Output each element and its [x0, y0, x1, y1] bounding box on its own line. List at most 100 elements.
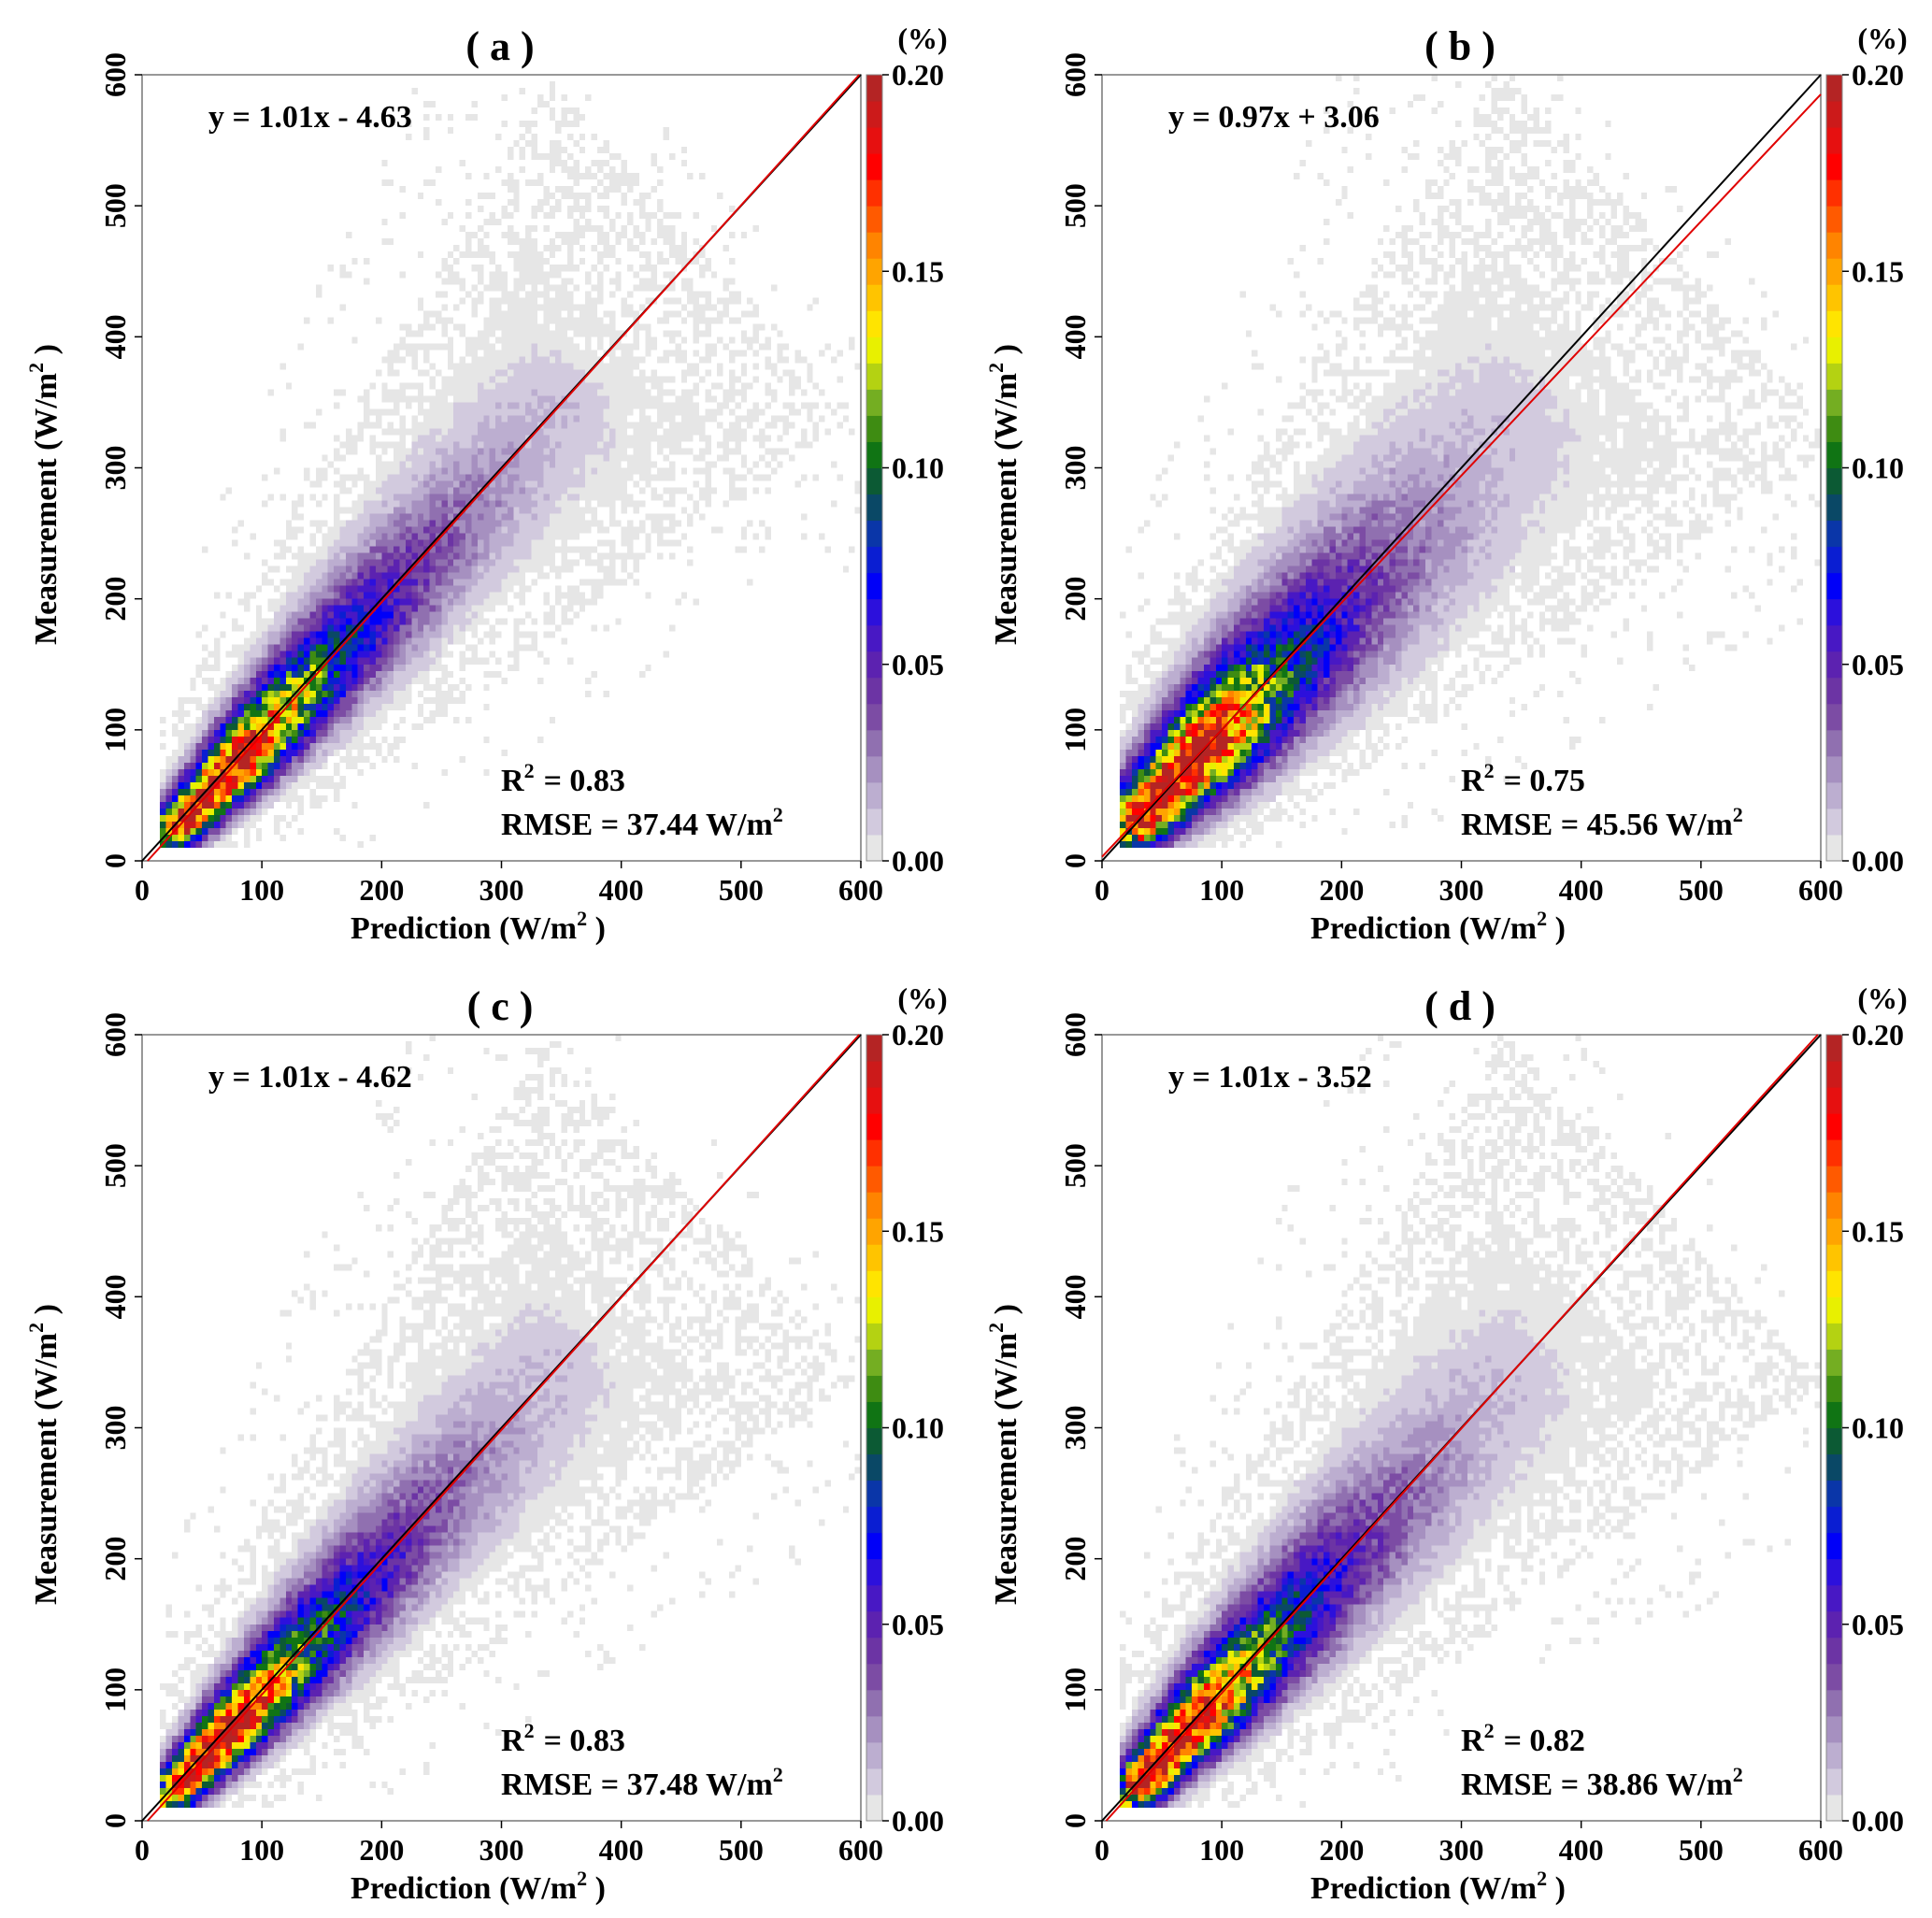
x-tick-label: 200: [359, 873, 404, 907]
colorbar-segment: [1826, 834, 1842, 862]
x-tick-label: 400: [1559, 873, 1604, 907]
x-tick-label: 0: [1095, 1833, 1109, 1867]
colorbar-segment: [866, 1296, 882, 1324]
rmse-text: RMSE = 37.44 W/m: [501, 808, 773, 842]
y-axis-label-text: Measurement (W/m: [29, 373, 64, 645]
colorbar-segment: [1826, 1637, 1842, 1665]
colorbar-segment: [1826, 572, 1842, 600]
colorbar-segment: [1826, 1741, 1842, 1769]
colorbar-tick-label: 0.00: [892, 844, 944, 878]
x-tick-label: 100: [239, 1833, 284, 1867]
colorbar-segment: [1826, 1506, 1842, 1534]
colorbar-segment: [866, 336, 882, 364]
colorbar-segment: [866, 520, 882, 548]
colorbar-segment: [866, 1166, 882, 1193]
y-tick-label: 200: [98, 1537, 132, 1582]
colorbar-segment: [866, 755, 882, 783]
x-tick-label: 600: [1798, 1833, 1843, 1867]
y-axis-label-text: Measurement (W/m: [29, 1333, 64, 1605]
x-tick-label: 200: [1319, 1833, 1364, 1867]
y-axis-label: Measurement (W/m2 ): [24, 1304, 64, 1605]
y-tick-label: 300: [98, 1406, 132, 1451]
colorbar-segment: [866, 153, 882, 180]
colorbar-segment: [1826, 206, 1842, 233]
y-tick-label: 0: [98, 1813, 132, 1828]
colorbar-segment: [1826, 494, 1842, 522]
r-squared-value: = 0.83: [544, 1724, 625, 1758]
colorbar-tick-label: 0.00: [1852, 844, 1904, 878]
colorbar-segment: [866, 1427, 882, 1455]
colorbar-segment: [866, 284, 882, 311]
x-axis-label-close: ): [587, 911, 606, 946]
y-tick-label: 0: [1058, 1813, 1092, 1828]
colorbar-segment: [866, 546, 882, 574]
colorbar-segment: [1826, 1035, 1842, 1062]
x-axis-label-close: ): [1547, 1871, 1566, 1906]
colorbar-segment: [866, 651, 882, 679]
colorbar-segment: [1826, 520, 1842, 548]
colorbar-segment: [866, 1139, 882, 1167]
x-tick-label: 0: [135, 873, 150, 907]
x-tick-label: 300: [1439, 873, 1484, 907]
y-axis-label-sup: 2: [24, 363, 48, 373]
colorbar-segment: [866, 572, 882, 600]
colorbar-segment: [1826, 336, 1842, 364]
colorbar-unit: (%): [1857, 21, 1907, 55]
colorbar-segment: [866, 729, 882, 757]
colorbar-segment: [1826, 703, 1842, 731]
colorbar-segment: [866, 1453, 882, 1481]
x-axis-label-sup: 2: [1537, 907, 1547, 930]
rmse: RMSE = 37.44 W/m2: [501, 803, 783, 842]
rmse: RMSE = 45.56 W/m2: [1461, 803, 1743, 842]
colorbar-unit: (%): [897, 21, 947, 55]
colorbar-segment: [1826, 1558, 1842, 1586]
colorbar-segment: [866, 598, 882, 626]
colorbar-tick-label: 0.00: [892, 1804, 944, 1838]
colorbar-segment: [866, 389, 882, 416]
colorbar-segment: [866, 1270, 882, 1297]
x-tick-label: 400: [1559, 1833, 1604, 1867]
colorbar-segment: [866, 1480, 882, 1508]
rmse-sup: 2: [773, 803, 783, 826]
y-axis-label: Measurement (W/m2 ): [984, 1304, 1023, 1605]
y-tick-label: 300: [1058, 1406, 1092, 1451]
colorbar-segment: [866, 703, 882, 731]
colorbar-tick-label: 0.05: [1852, 648, 1904, 681]
x-axis-label-close: ): [587, 1871, 606, 1906]
x-tick-label: 0: [135, 1833, 150, 1867]
r-squared-sup: 2: [524, 1719, 535, 1742]
y-tick-label: 300: [98, 446, 132, 491]
colorbar-segment: [1826, 755, 1842, 783]
x-axis-label-text: Prediction (W/m: [1310, 911, 1537, 946]
rmse-sup: 2: [1733, 803, 1743, 826]
x-axis-label: Prediction (W/m2 ): [1310, 907, 1566, 946]
y-tick-label: 200: [1058, 577, 1092, 622]
colorbar-segment: [866, 1035, 882, 1062]
colorbar-segment: [866, 310, 882, 337]
colorbar-segment: [1826, 1166, 1842, 1193]
colorbar-segment: [1826, 1349, 1842, 1376]
panel-b: 0 100 200 300 400 500 600 0 100 200 300 400 500 600 ( …: [984, 21, 1908, 946]
rmse-text: RMSE = 37.48 W/m: [501, 1768, 773, 1802]
y-tick-label: 600: [1058, 1012, 1092, 1057]
colorbar-segment: [866, 232, 882, 259]
r-squared-value: = 0.82: [1504, 1724, 1585, 1758]
colorbar-tick-label: 0.10: [1852, 451, 1904, 485]
colorbar-segment: [866, 1244, 882, 1271]
colorbar-segment: [1826, 808, 1842, 836]
colorbar-segment: [1826, 1061, 1842, 1088]
r-squared-label: R: [1461, 1724, 1484, 1758]
colorbar-tick-label: 0.20: [1852, 58, 1904, 92]
y-tick-label: 100: [98, 708, 132, 752]
y-axis-label: Measurement (W/m2 ): [984, 344, 1023, 645]
x-tick-label: 200: [359, 1833, 404, 1867]
x-axis-label: Prediction (W/m2 ): [351, 1867, 606, 1906]
r-squared-label: R: [1461, 764, 1484, 798]
colorbar-tick-label: 0.05: [892, 648, 944, 681]
colorbar-segment: [866, 127, 882, 154]
y-tick-label: 400: [1058, 1274, 1092, 1319]
colorbar-tick-label: 0.15: [1852, 254, 1904, 288]
y-tick-label: 200: [1058, 1537, 1092, 1582]
colorbar-segment: [1826, 1689, 1842, 1717]
